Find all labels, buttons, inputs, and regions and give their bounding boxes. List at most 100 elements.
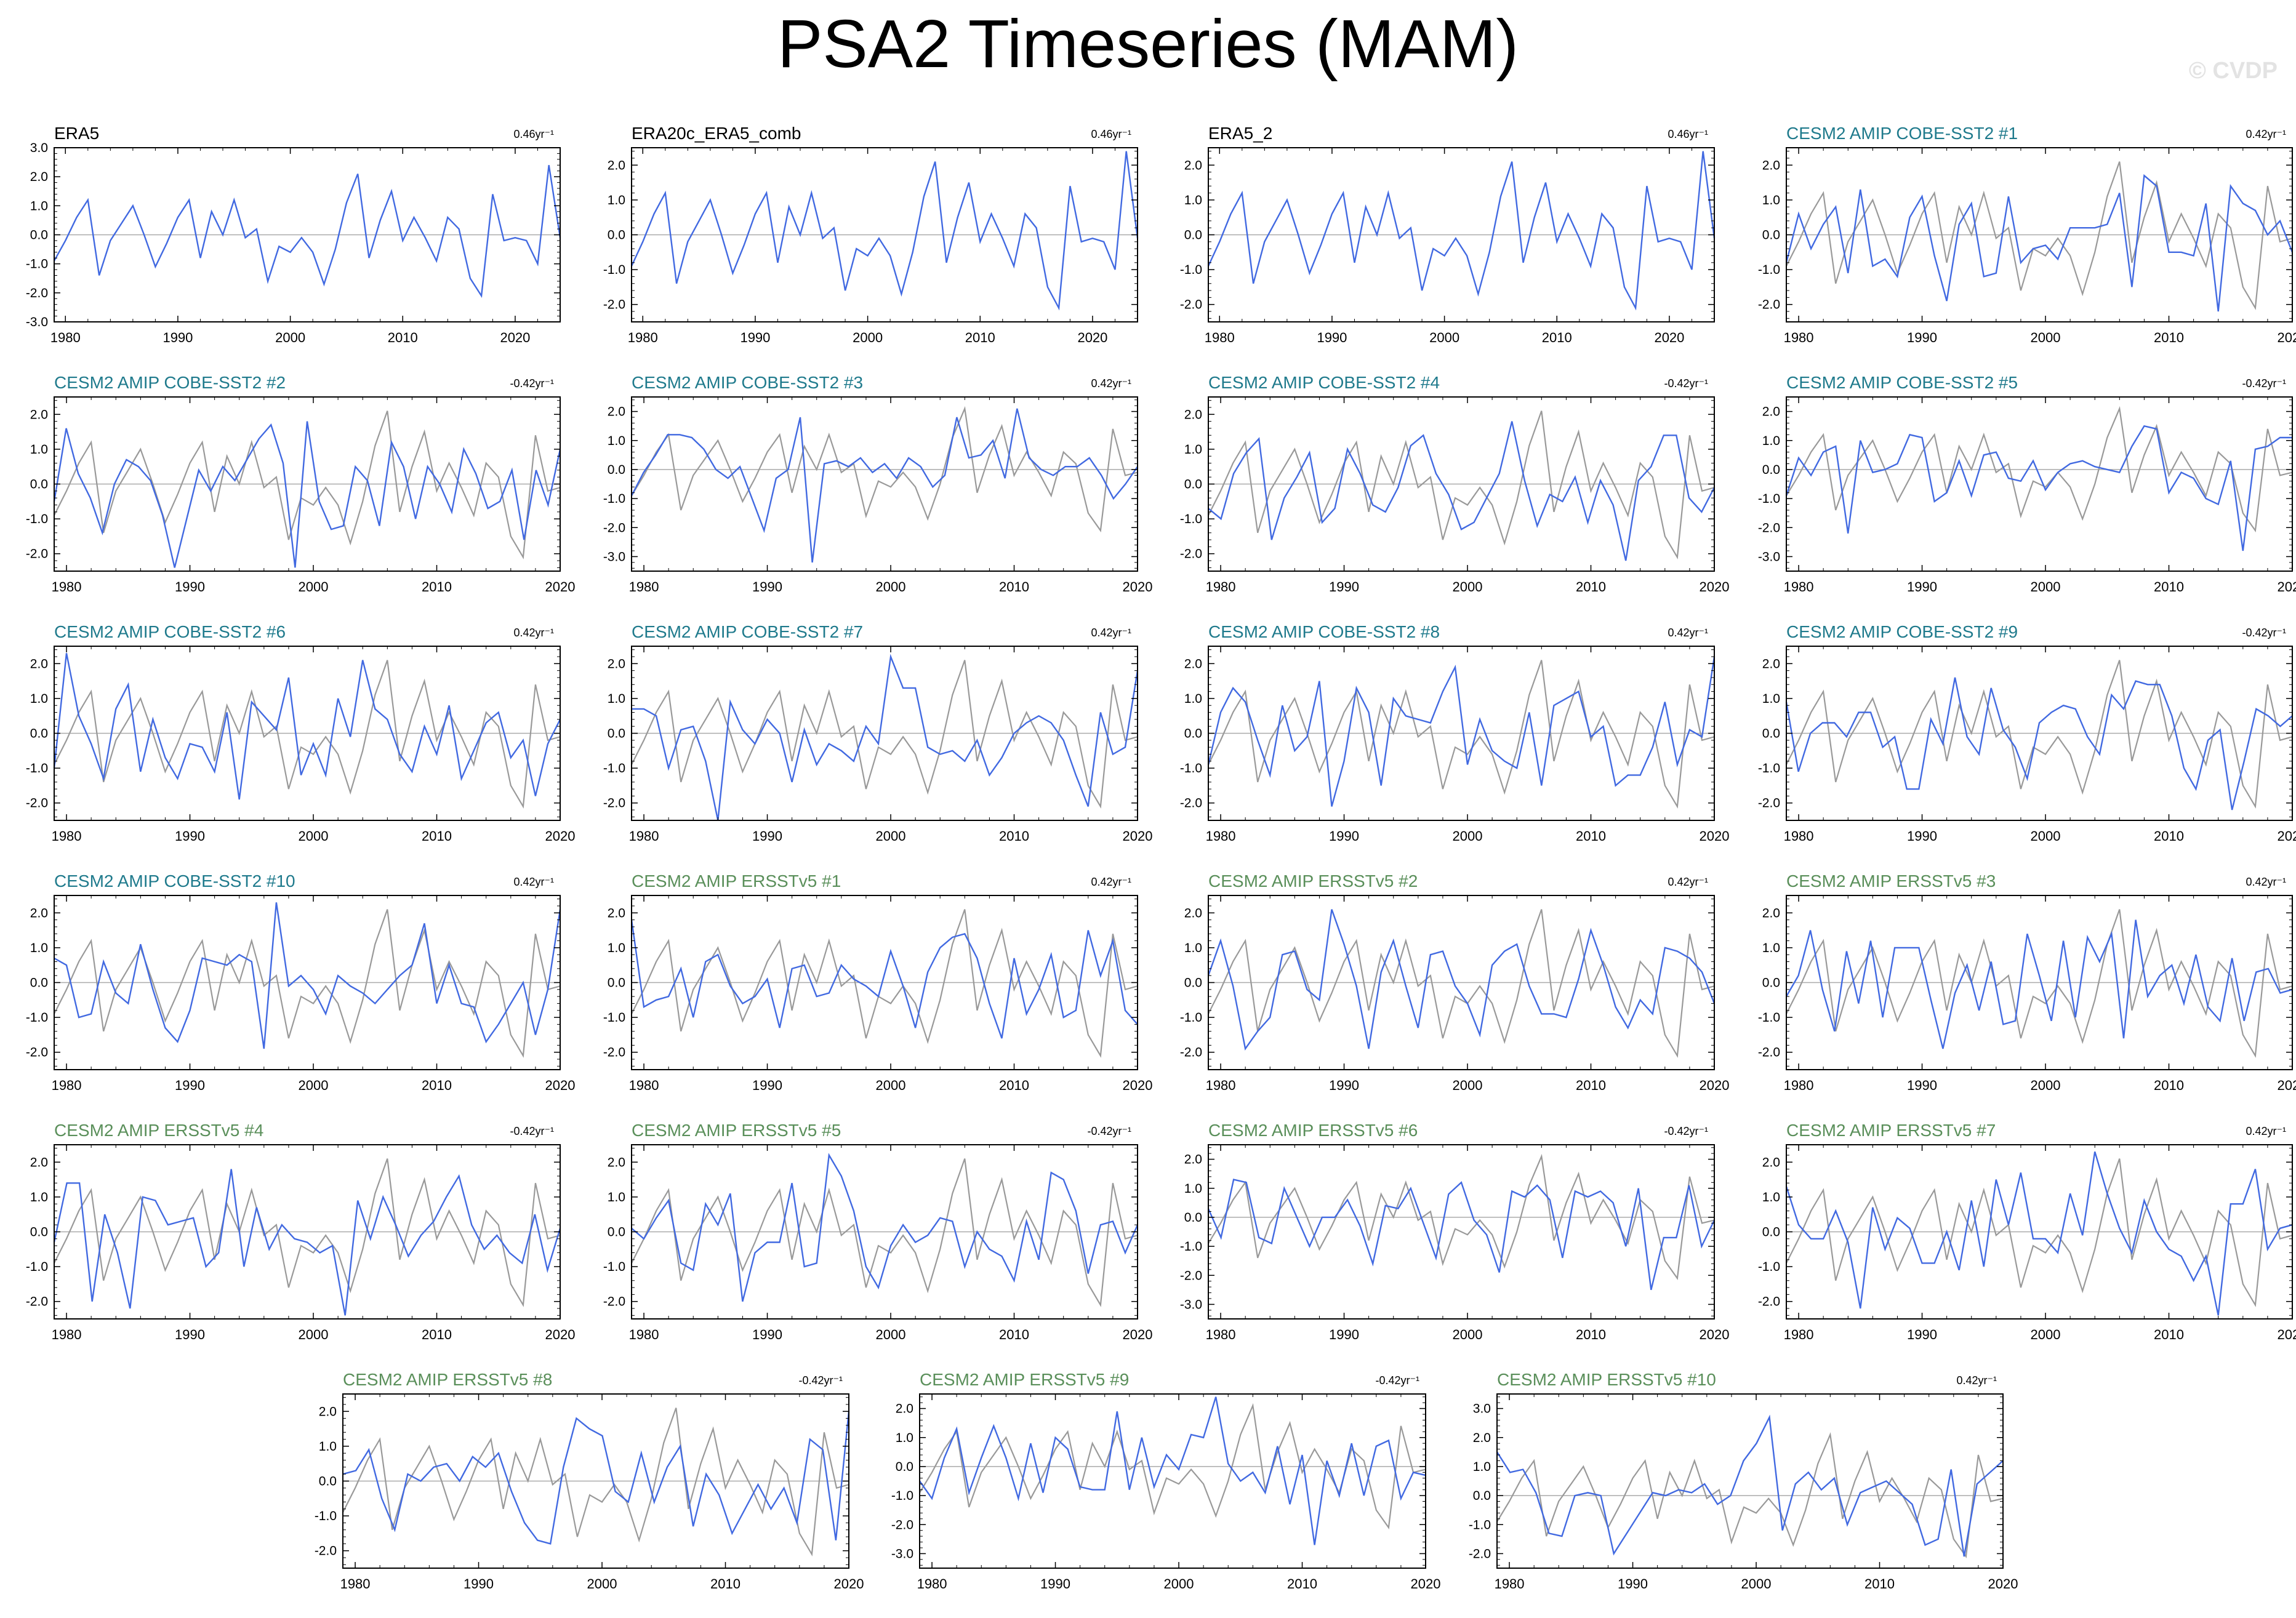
panel-title: CESM2 AMIP ERSSTv5 #2 (1208, 871, 1418, 891)
series-line (1785, 425, 2292, 551)
panel-title: CESM2 AMIP COBE-SST2 #3 (632, 373, 863, 392)
y-tick-label: 1.0 (1762, 434, 1780, 448)
x-tick-label: 1980 (629, 1078, 659, 1093)
reference-series-line (1786, 161, 2293, 310)
timeseries-panel: CESM2 AMIP COBE-SST2 #7 0.42yr⁻¹ 2.0 1.0 0.0… (603, 622, 1153, 844)
y-tick-label: 0.0 (608, 463, 625, 477)
y-tick-label: 2.0 (1184, 158, 1202, 172)
timeseries-panel: CESM2 AMIP ERSSTv5 #6 -0.42yr⁻¹ 2.0 1.0 0.0 -… (1180, 1121, 1730, 1342)
y-tick-label: -2.0 (1469, 1547, 1491, 1561)
trend-label: -0.42yr⁻¹ (510, 377, 554, 390)
panel-title: CESM2 AMIP COBE-SST2 #10 (54, 871, 295, 891)
x-tick-label: 2000 (1429, 330, 1459, 345)
x-tick-label: 1990 (464, 1576, 494, 1592)
x-tick-label: 2020 (1700, 579, 1730, 595)
series-line (53, 1169, 561, 1316)
panel-title: CESM2 AMIP ERSSTv5 #6 (1208, 1121, 1418, 1140)
series-line (630, 919, 1138, 1039)
x-tick-label: 2000 (1164, 1576, 1194, 1592)
y-tick-label: -2.0 (1180, 298, 1202, 312)
x-tick-label: 1980 (1784, 330, 1814, 345)
timeseries-panel: CESM2 AMIP ERSSTv5 #9 -0.42yr⁻¹ 2.0 1.0 0.0 -… (891, 1370, 1441, 1592)
x-tick-label: 1990 (1907, 1327, 1937, 1342)
y-tick-label: -1.0 (603, 1011, 625, 1025)
y-tick-label: 1.0 (1762, 941, 1780, 955)
series-line (342, 1411, 850, 1545)
y-tick-label: 0.0 (30, 1225, 48, 1240)
y-tick-label: 0.0 (1473, 1489, 1491, 1503)
timeseries-panel: CESM2 AMIP ERSSTv5 #3 0.42yr⁻¹ 2.0 1.0 0.0 -1… (1758, 871, 2296, 1093)
x-tick-label: 2020 (2278, 828, 2296, 844)
x-tick-label: 2010 (2154, 1078, 2184, 1093)
x-tick-label: 2020 (2278, 1327, 2296, 1342)
trend-label: 0.42yr⁻¹ (1956, 1374, 1997, 1387)
x-tick-label: 2000 (876, 1327, 906, 1342)
x-tick-label: 1980 (1206, 1078, 1236, 1093)
x-tick-label: 1990 (752, 1078, 782, 1093)
x-tick-label: 2010 (1576, 828, 1606, 844)
y-tick-label: 1.0 (1473, 1460, 1491, 1474)
trend-label: 0.42yr⁻¹ (513, 876, 554, 888)
x-tick-label: 2020 (1654, 330, 1684, 345)
y-tick-label: 0.0 (1184, 1211, 1202, 1225)
y-tick-label: 2.0 (896, 1402, 913, 1416)
x-tick-label: 2010 (965, 330, 995, 345)
series-line (919, 1396, 1426, 1545)
x-tick-label: 2010 (999, 579, 1029, 595)
reference-series-line (1786, 1158, 2293, 1307)
x-tick-label: 2010 (999, 1078, 1029, 1093)
trend-label: -0.42yr⁻¹ (1664, 1125, 1708, 1137)
x-tick-label: 1990 (163, 330, 193, 345)
trend-label: -0.42yr⁻¹ (798, 1374, 843, 1387)
x-tick-label: 2010 (710, 1576, 741, 1592)
trend-label: 0.42yr⁻¹ (2246, 876, 2286, 888)
timeseries-panel: CESM2 AMIP COBE-SST2 #3 0.42yr⁻¹ 2.0 1.0 0.0… (603, 373, 1153, 595)
y-tick-label: -2.0 (1180, 1046, 1202, 1060)
reference-series-line (1496, 1432, 2004, 1559)
x-tick-label: 2020 (1700, 828, 1730, 844)
reference-series-line (631, 406, 1138, 532)
panel-title: CESM2 AMIP ERSSTv5 #7 (1786, 1121, 1996, 1140)
x-tick-label: 2020 (1988, 1576, 2018, 1592)
x-tick-label: 2000 (275, 330, 305, 345)
x-tick-label: 1980 (1784, 579, 1814, 595)
panel-title: CESM2 AMIP COBE-SST2 #1 (1786, 124, 2018, 143)
x-tick-label: 2020 (1700, 1327, 1730, 1342)
reference-series-line (1786, 660, 2293, 809)
y-tick-label: 2.0 (1473, 1431, 1491, 1445)
x-tick-label: 2020 (1700, 1078, 1730, 1093)
x-tick-label: 2010 (999, 1327, 1029, 1342)
panel-title: ERA5 (54, 124, 99, 143)
y-tick-label: -1.0 (315, 1509, 337, 1523)
x-tick-label: 1980 (1784, 1327, 1814, 1342)
series-line (53, 653, 561, 800)
y-tick-label: 1.0 (1184, 193, 1202, 207)
x-tick-label: 1990 (1618, 1576, 1648, 1592)
x-tick-label: 2000 (2031, 330, 2061, 345)
x-tick-label: 1980 (52, 579, 82, 595)
y-tick-label: 0.0 (608, 727, 625, 741)
y-tick-label: 0.0 (30, 976, 48, 990)
series-line (1785, 1151, 2293, 1316)
x-tick-label: 2000 (299, 1078, 329, 1093)
y-tick-label: 1.0 (608, 941, 625, 955)
y-tick-label: 0.0 (1184, 976, 1202, 990)
y-tick-label: -2.0 (26, 1046, 48, 1060)
y-tick-label: -3.0 (26, 315, 48, 329)
timeseries-panel: ERA5 0.46yr⁻¹ 3.0 2.0 1.0 0.0 -1.0 -2.0 -3.01980… (26, 124, 561, 345)
x-tick-label: 1990 (752, 579, 782, 595)
panel-title: ERA20c_ERA5_comb (632, 124, 801, 143)
y-tick-label: 1.0 (30, 941, 48, 955)
x-tick-label: 1980 (50, 330, 81, 345)
y-tick-label: -1.0 (1469, 1518, 1491, 1532)
x-tick-label: 2010 (422, 1327, 452, 1342)
trend-label: 0.46yr⁻¹ (1668, 128, 1708, 140)
y-tick-label: -2.0 (26, 547, 48, 561)
trend-label: -0.42yr⁻¹ (2242, 377, 2286, 390)
y-tick-label: -1.0 (1758, 263, 1780, 277)
y-tick-label: 2.0 (1762, 906, 1780, 920)
x-tick-label: 2000 (1453, 828, 1483, 844)
y-tick-label: 1.0 (608, 1190, 625, 1204)
series-line (53, 421, 561, 568)
series-line (1785, 919, 2293, 1049)
